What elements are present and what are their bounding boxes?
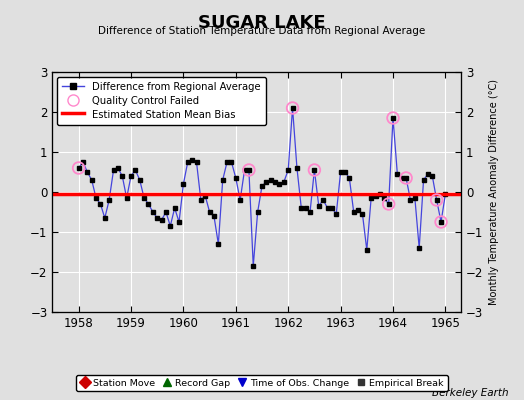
Text: SUGAR LAKE: SUGAR LAKE: [198, 14, 326, 32]
Point: [74, 165, 83, 171]
Point: [385, 201, 393, 207]
Point: [288, 105, 297, 111]
Point: [437, 219, 445, 225]
Point: [432, 197, 441, 203]
Text: Difference of Station Temperature Data from Regional Average: Difference of Station Temperature Data f…: [99, 26, 425, 36]
Point: [402, 175, 410, 181]
Point: [389, 115, 397, 121]
Point: [310, 167, 319, 173]
Point: [245, 167, 253, 173]
Legend: Station Move, Record Gap, Time of Obs. Change, Empirical Break: Station Move, Record Gap, Time of Obs. C…: [77, 375, 447, 391]
Legend: Difference from Regional Average, Quality Control Failed, Estimated Station Mean: Difference from Regional Average, Qualit…: [58, 77, 266, 124]
Y-axis label: Monthly Temperature Anomaly Difference (°C): Monthly Temperature Anomaly Difference (…: [489, 79, 499, 305]
Text: Berkeley Earth: Berkeley Earth: [432, 388, 508, 398]
